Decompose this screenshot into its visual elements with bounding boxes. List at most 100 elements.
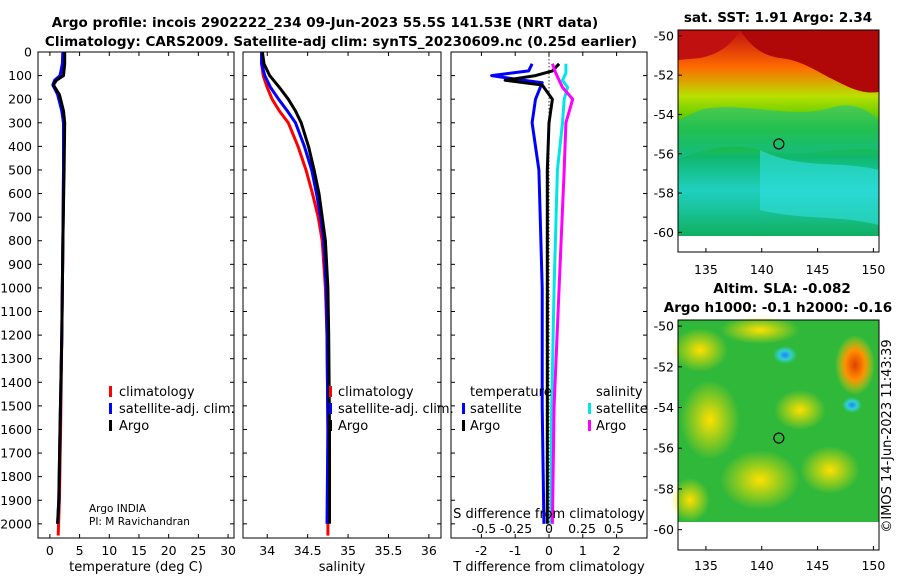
x-tick-label: 2: [613, 543, 621, 558]
depth-tick-label: 500: [8, 162, 32, 177]
map-y-tick-label: -58: [654, 186, 674, 201]
sal-legend-satellite: satellite-adj. clim.: [338, 402, 454, 417]
legend-satellite-swatch: [109, 403, 112, 414]
sla-map: [670, 316, 880, 551]
depth-tick-label: 1600: [0, 422, 32, 437]
depth-tick-label: 400: [8, 139, 32, 154]
legend-argo: Argo: [119, 419, 149, 434]
map-y-tick-label: -60: [654, 522, 674, 537]
difference-legend: temperature satellite Argo salinity sate…: [462, 385, 648, 434]
temperature-axes: [37, 51, 235, 539]
map-x-tick-label: 135: [694, 262, 718, 277]
sal-legend-climatology-swatch: [329, 386, 332, 397]
temperature-xlabel: temperature (deg C): [69, 560, 203, 575]
x-tick-label: 0: [545, 543, 553, 558]
top-tick-label: 0.25: [568, 521, 596, 536]
x-tick-label: -1: [509, 543, 521, 558]
sla-argo-marker: [773, 432, 785, 444]
map-x-tick-label: 135: [694, 558, 718, 573]
depth-tick-label: 1500: [0, 398, 32, 413]
temperature-legend: climatology satellite-adj. clim. Argo: [109, 385, 235, 434]
map-x-tick-label: 150: [861, 262, 885, 277]
depth-tick-label: 700: [8, 210, 32, 225]
top-tick-label: -0.5: [472, 521, 496, 536]
map-x-tick-label: 150: [861, 558, 885, 573]
x-tick-label: 1: [579, 543, 587, 558]
map-y-tick-label: -58: [654, 481, 674, 496]
sst-frame: [677, 29, 880, 253]
sal-legend-argo-swatch: [329, 420, 332, 431]
depth-tick-label: 100: [8, 68, 32, 83]
series-line-temperature-argo: [503, 62, 561, 524]
series-line-argo: [51, 52, 67, 524]
sla-blob: [774, 390, 826, 430]
diff-legend-temperature-title: temperature: [470, 385, 552, 400]
sla-blob: [670, 478, 710, 522]
legend-climatology-swatch: [109, 386, 112, 397]
x-tick-label: 36: [421, 543, 437, 558]
map-x-tick-label: 140: [750, 558, 774, 573]
sla-blob: [672, 328, 728, 372]
map-y-tick-label: -56: [654, 441, 674, 456]
depth-tick-label: 200: [8, 92, 32, 107]
diff-legend-temp-satellite: satellite: [470, 402, 522, 417]
depth-tick-label: 1800: [0, 469, 32, 484]
diff-legend-sal-argo-swatch: [588, 420, 591, 431]
salinity-xlabel: salinity: [319, 560, 366, 575]
depth-tick-label: 800: [8, 233, 32, 248]
sst-argo-marker: [773, 138, 785, 150]
x-tick-label: -2: [475, 543, 487, 558]
sst-warm-west: [678, 30, 740, 60]
diff-legend-temp-argo-swatch: [462, 420, 465, 431]
header-line2: Climatology: CARS2009. Satellite-adj cli…: [45, 34, 637, 50]
depth-tick-label: 1900: [0, 493, 32, 508]
map-x-tick-label: 145: [806, 558, 830, 573]
sst-cool-region: [760, 150, 879, 225]
difference-xlabel: T difference from climatology: [452, 560, 645, 575]
x-tick-label: 20: [161, 543, 177, 558]
depth-tick-label: 900: [8, 257, 32, 272]
sla-frame: [677, 319, 880, 551]
series-line-satellite-adj.-clim.: [260, 52, 330, 524]
sst-mid-band: [678, 105, 879, 160]
sst-blank-strip: [678, 236, 879, 252]
diff-legend-sal-satellite: satellite: [596, 402, 648, 417]
sst-warm-region: [740, 30, 879, 93]
map-y-tick-label: -52: [654, 359, 674, 374]
salinity-series: [260, 51, 331, 536]
depth-tick-label: 300: [8, 115, 32, 130]
depth-tick-label: 1700: [0, 446, 32, 461]
map-y-tick-label: -54: [654, 400, 674, 415]
sst-axis-ticks: 135 140 145 150 -50 -52 -54 -56 -58 -60: [654, 28, 886, 277]
top-tick-label: 0.5: [604, 521, 624, 536]
x-tick-label: 34: [259, 543, 275, 558]
depth-tick-label: 600: [8, 186, 32, 201]
map-y-tick-label: -54: [654, 107, 674, 122]
series-line-argo: [260, 51, 331, 524]
diff-legend-temp-argo: Argo: [470, 419, 500, 434]
salinity-diff-label: S difference from climatology: [453, 507, 645, 522]
diff-legend-sal-argo: Argo: [596, 419, 626, 434]
sal-legend-climatology: climatology: [338, 385, 414, 400]
salinity-axes: [242, 51, 442, 539]
x-tick-label: 34.5: [294, 543, 322, 558]
x-axis-ticks: 0 5 10 15 20 25 30 34 34.5 35 35.5 36 -2 -1 0 1 2: [46, 52, 621, 558]
diff-legend-temp-satellite-swatch: [462, 403, 465, 414]
sla-blob: [800, 446, 860, 494]
sst-map: [677, 29, 880, 253]
header-line1: Argo profile: incois 2902222_234 09-Jun-…: [52, 15, 598, 31]
legend-satellite: satellite-adj. clim.: [119, 402, 235, 417]
sst-map-title: sat. SST: 1.91 Argo: 2.34: [684, 10, 872, 26]
series-line-temperature-satellite: [490, 63, 546, 524]
series-line-salinity-satellite: [549, 63, 570, 524]
diff-legend-salinity-title: salinity: [596, 385, 643, 400]
map-x-tick-label: 140: [750, 262, 774, 277]
sla-blob: [680, 380, 740, 460]
annotation-pi: PI: M Ravichandran: [89, 516, 190, 528]
x-tick-label: 35: [340, 543, 356, 558]
top-tick-label: -0.25: [500, 521, 532, 536]
sla-axis-ticks: 135 140 145 150 -50 -52 -54 -56 -58 -60: [654, 319, 886, 573]
depth-tick-label: 1000: [0, 280, 32, 295]
x-tick-label: 30: [220, 543, 236, 558]
